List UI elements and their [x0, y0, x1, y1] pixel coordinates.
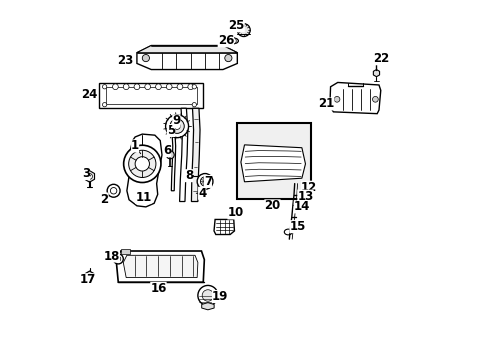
- Text: 16: 16: [150, 282, 166, 295]
- Circle shape: [192, 85, 196, 89]
- Text: 13: 13: [297, 190, 313, 203]
- Circle shape: [116, 256, 121, 261]
- Polygon shape: [85, 271, 94, 281]
- Circle shape: [229, 38, 236, 44]
- Text: 15: 15: [289, 220, 305, 233]
- Polygon shape: [241, 145, 305, 182]
- Text: 23: 23: [117, 54, 133, 67]
- Circle shape: [142, 54, 149, 62]
- Circle shape: [187, 84, 193, 90]
- Circle shape: [166, 151, 174, 159]
- Circle shape: [123, 84, 129, 90]
- Text: 22: 22: [372, 52, 388, 65]
- Circle shape: [110, 188, 117, 194]
- Circle shape: [86, 174, 92, 179]
- Circle shape: [333, 96, 339, 102]
- Text: 11: 11: [135, 191, 151, 204]
- Text: 9: 9: [172, 114, 180, 127]
- Circle shape: [134, 84, 140, 90]
- Ellipse shape: [227, 38, 238, 44]
- Text: 25: 25: [228, 19, 244, 32]
- Text: 14: 14: [293, 201, 309, 213]
- Circle shape: [123, 145, 161, 183]
- Circle shape: [237, 24, 250, 37]
- Text: 18: 18: [103, 249, 120, 262]
- Polygon shape: [201, 303, 214, 310]
- Circle shape: [144, 84, 150, 90]
- Text: 4: 4: [198, 187, 206, 200]
- Circle shape: [155, 84, 161, 90]
- Circle shape: [224, 54, 231, 62]
- Text: 12: 12: [300, 181, 317, 194]
- FancyBboxPatch shape: [241, 149, 258, 159]
- Circle shape: [102, 103, 106, 107]
- Polygon shape: [179, 108, 187, 202]
- Text: 17: 17: [79, 273, 95, 286]
- Circle shape: [202, 290, 213, 301]
- Text: 8: 8: [184, 169, 193, 182]
- FancyBboxPatch shape: [241, 158, 258, 167]
- Circle shape: [131, 156, 153, 179]
- Polygon shape: [126, 134, 162, 207]
- Text: 19: 19: [211, 290, 228, 303]
- Circle shape: [198, 285, 218, 306]
- Circle shape: [192, 103, 196, 107]
- Text: 5: 5: [166, 124, 175, 137]
- Circle shape: [166, 84, 172, 90]
- Circle shape: [200, 177, 209, 186]
- Polygon shape: [329, 82, 380, 114]
- Text: 20: 20: [264, 199, 280, 212]
- Circle shape: [165, 115, 188, 138]
- Circle shape: [372, 96, 378, 102]
- Circle shape: [169, 119, 184, 134]
- Circle shape: [112, 84, 118, 90]
- Circle shape: [113, 254, 123, 264]
- Polygon shape: [99, 83, 203, 108]
- Circle shape: [177, 84, 183, 90]
- Text: 1: 1: [131, 139, 139, 152]
- Text: 10: 10: [227, 207, 243, 220]
- Circle shape: [102, 85, 106, 89]
- Polygon shape: [214, 220, 234, 234]
- Circle shape: [135, 157, 149, 171]
- Text: 7: 7: [203, 175, 212, 188]
- Text: 6: 6: [163, 144, 171, 157]
- Text: 2: 2: [101, 193, 108, 206]
- Polygon shape: [171, 134, 175, 191]
- Text: 24: 24: [81, 88, 98, 101]
- Text: 26: 26: [217, 34, 234, 48]
- Bar: [237, 123, 310, 199]
- Circle shape: [197, 174, 212, 189]
- Ellipse shape: [298, 158, 305, 170]
- Bar: [121, 249, 129, 253]
- Polygon shape: [116, 251, 204, 282]
- FancyBboxPatch shape: [257, 158, 274, 167]
- Ellipse shape: [284, 229, 292, 235]
- Polygon shape: [137, 45, 237, 69]
- Polygon shape: [84, 171, 94, 182]
- Circle shape: [107, 184, 120, 197]
- Circle shape: [87, 274, 92, 278]
- Circle shape: [136, 161, 148, 174]
- Circle shape: [128, 150, 156, 177]
- Circle shape: [174, 123, 180, 130]
- Polygon shape: [191, 108, 200, 202]
- FancyBboxPatch shape: [257, 147, 274, 157]
- Polygon shape: [105, 87, 196, 104]
- Polygon shape: [137, 45, 237, 53]
- Polygon shape: [123, 255, 198, 278]
- Polygon shape: [373, 69, 379, 77]
- Text: 3: 3: [82, 167, 90, 180]
- Text: 21: 21: [318, 98, 334, 111]
